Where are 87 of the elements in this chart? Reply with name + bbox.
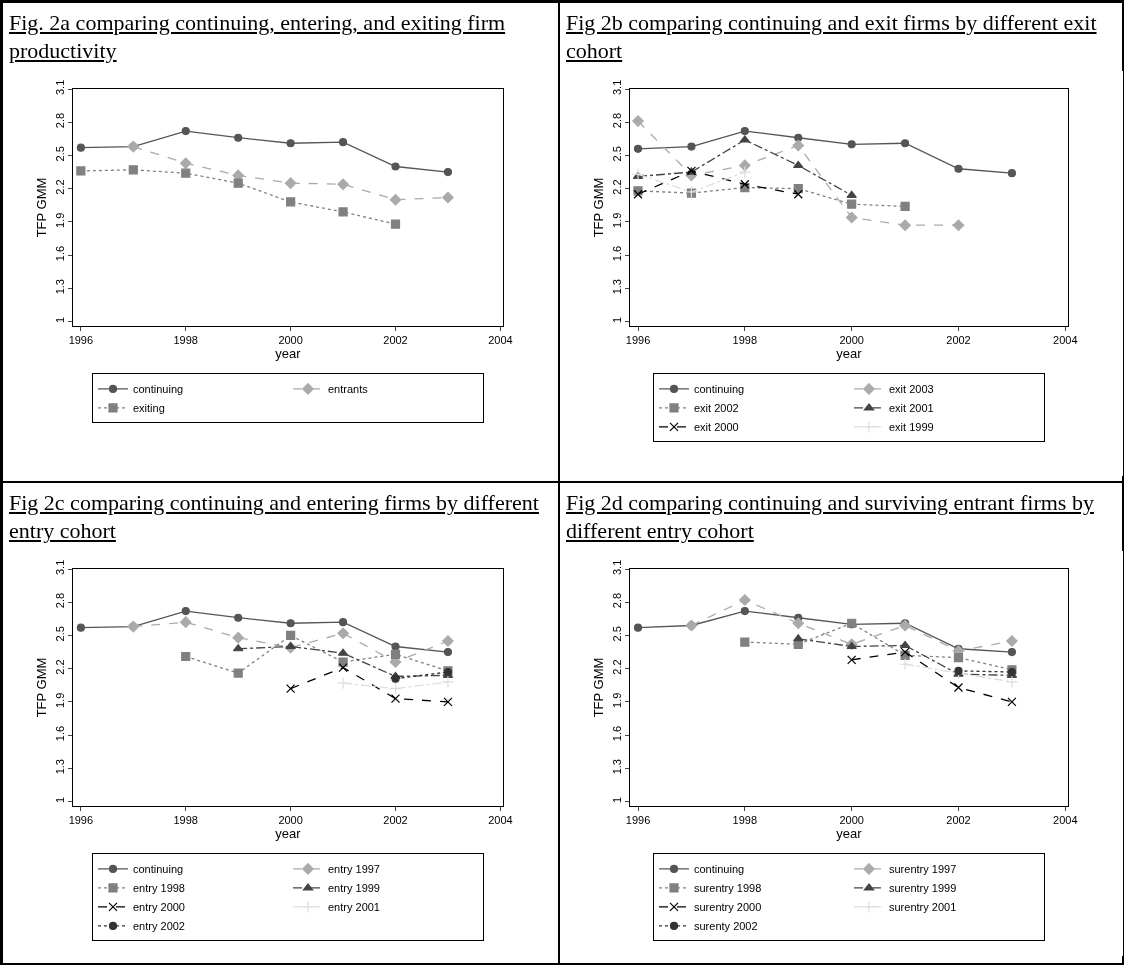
legend-label: exiting bbox=[133, 402, 165, 415]
x-tick-label: 1996 bbox=[625, 334, 651, 347]
legend-label: entry 1997 bbox=[328, 863, 380, 876]
y-tick-label: 1.9 bbox=[610, 692, 623, 708]
legend-label: surentry 1997 bbox=[889, 863, 957, 876]
y-tick-label: 1.6 bbox=[53, 725, 66, 742]
legend-label: exit 2001 bbox=[889, 402, 934, 415]
legend-label: surentry 2001 bbox=[889, 901, 957, 914]
x-tick-label: 2000 bbox=[839, 814, 864, 827]
chart-title: Fig 2c comparing continuing and entering firms by different entry cohort bbox=[8, 489, 540, 545]
x-tick-label: 2000 bbox=[278, 814, 303, 827]
x-tick-label: 2004 bbox=[488, 814, 513, 827]
y-tick-label: 2.2 bbox=[610, 659, 623, 675]
y-tick-label: 2.8 bbox=[53, 592, 66, 609]
x-tick-label: 2004 bbox=[488, 334, 513, 347]
y-tick-label: 1.9 bbox=[610, 212, 623, 228]
y-tick-label: 1 bbox=[610, 796, 623, 803]
legend-label: exit 2003 bbox=[889, 383, 934, 396]
x-tick-label: 2002 bbox=[383, 814, 408, 827]
y-tick-label: 2.2 bbox=[53, 659, 66, 675]
chart-title: Fig. 2a comparing continuing, entering, and exiting firm productivity bbox=[8, 9, 507, 65]
y-axis-title: TFP GMM bbox=[590, 657, 606, 718]
y-tick-label: 2.2 bbox=[53, 179, 66, 195]
legend-label: entry 1998 bbox=[133, 882, 185, 895]
y-tick-label: 1.9 bbox=[53, 692, 66, 708]
legend-label: surentry 1999 bbox=[889, 882, 957, 895]
y-tick-label: 1.3 bbox=[610, 279, 623, 295]
chart-title: Fig 2b comparing continuing and exit firms by different exit cohort bbox=[565, 9, 1098, 65]
y-tick-label: 1.9 bbox=[53, 212, 66, 228]
y-axis-title: TFP GMM bbox=[33, 657, 49, 718]
x-tick-label: 1996 bbox=[68, 334, 94, 347]
x-tick-label: 2000 bbox=[278, 334, 303, 347]
y-tick-label: 2.5 bbox=[610, 146, 623, 162]
legend-label: surentry 1998 bbox=[694, 882, 762, 895]
legend-label: entrants bbox=[328, 383, 369, 396]
legend-label: continuing bbox=[694, 383, 745, 396]
chart-title: Fig 2d comparing continuing and surviving entrant firms by different entry cohort bbox=[565, 489, 1095, 545]
y-tick-label: 1 bbox=[610, 316, 623, 323]
legend-label: entry 1999 bbox=[328, 882, 380, 895]
x-axis-title: year bbox=[836, 346, 863, 362]
y-tick-label: 1.3 bbox=[53, 279, 66, 295]
legend-label: exit 1999 bbox=[889, 421, 934, 434]
y-tick-label: 2.5 bbox=[610, 626, 623, 642]
y-tick-label: 3.1 bbox=[610, 79, 623, 95]
x-tick-label: 1998 bbox=[173, 814, 198, 827]
legend-label: exit 2002 bbox=[694, 402, 739, 415]
y-tick-label: 2.8 bbox=[610, 592, 623, 609]
y-tick-label: 1.6 bbox=[53, 245, 66, 262]
y-axis-title: TFP GMM bbox=[33, 177, 49, 238]
legend-label: surentry 2000 bbox=[694, 901, 762, 914]
x-tick-label: 1998 bbox=[732, 814, 758, 827]
x-tick-label: 2002 bbox=[946, 814, 971, 827]
y-tick-label: 1 bbox=[53, 316, 66, 323]
x-axis-title: year bbox=[836, 826, 863, 842]
legend-label: continuing bbox=[694, 863, 745, 876]
legend-label: continuing bbox=[133, 863, 184, 876]
x-tick-label: 2002 bbox=[383, 334, 408, 347]
x-axis-title: year bbox=[275, 346, 302, 362]
y-tick-label: 2.8 bbox=[53, 112, 66, 129]
legend-label: entry 2002 bbox=[133, 920, 185, 933]
y-tick-label: 1.6 bbox=[610, 725, 623, 742]
legend-label: exit 2000 bbox=[694, 421, 739, 434]
y-tick-label: 2.5 bbox=[53, 146, 66, 162]
y-axis-title: TFP GMM bbox=[590, 177, 606, 238]
legend-label: continuing bbox=[133, 383, 184, 396]
x-tick-label: 2004 bbox=[1053, 334, 1078, 347]
y-tick-label: 1.3 bbox=[610, 759, 623, 775]
y-tick-label: 1.3 bbox=[53, 759, 66, 775]
y-tick-label: 2.8 bbox=[610, 112, 623, 129]
y-tick-label: 3.1 bbox=[53, 79, 66, 95]
x-tick-label: 2004 bbox=[1053, 814, 1078, 827]
x-tick-label: 2000 bbox=[839, 334, 864, 347]
y-tick-label: 2.5 bbox=[53, 626, 66, 642]
x-tick-label: 1996 bbox=[625, 814, 651, 827]
x-tick-label: 2002 bbox=[946, 334, 971, 347]
legend-label: entry 2000 bbox=[133, 901, 185, 914]
y-tick-label: 1.6 bbox=[610, 245, 623, 262]
x-tick-label: 1996 bbox=[68, 814, 94, 827]
y-tick-label: 3.1 bbox=[610, 559, 623, 575]
x-tick-label: 1998 bbox=[173, 334, 198, 347]
x-axis-title: year bbox=[275, 826, 302, 842]
legend-label: entry 2001 bbox=[328, 901, 380, 914]
y-tick-label: 1 bbox=[53, 796, 66, 803]
x-tick-label: 1998 bbox=[732, 334, 758, 347]
y-tick-label: 3.1 bbox=[53, 559, 66, 575]
y-tick-label: 2.2 bbox=[610, 179, 623, 195]
legend-label: surenty 2002 bbox=[694, 920, 758, 933]
